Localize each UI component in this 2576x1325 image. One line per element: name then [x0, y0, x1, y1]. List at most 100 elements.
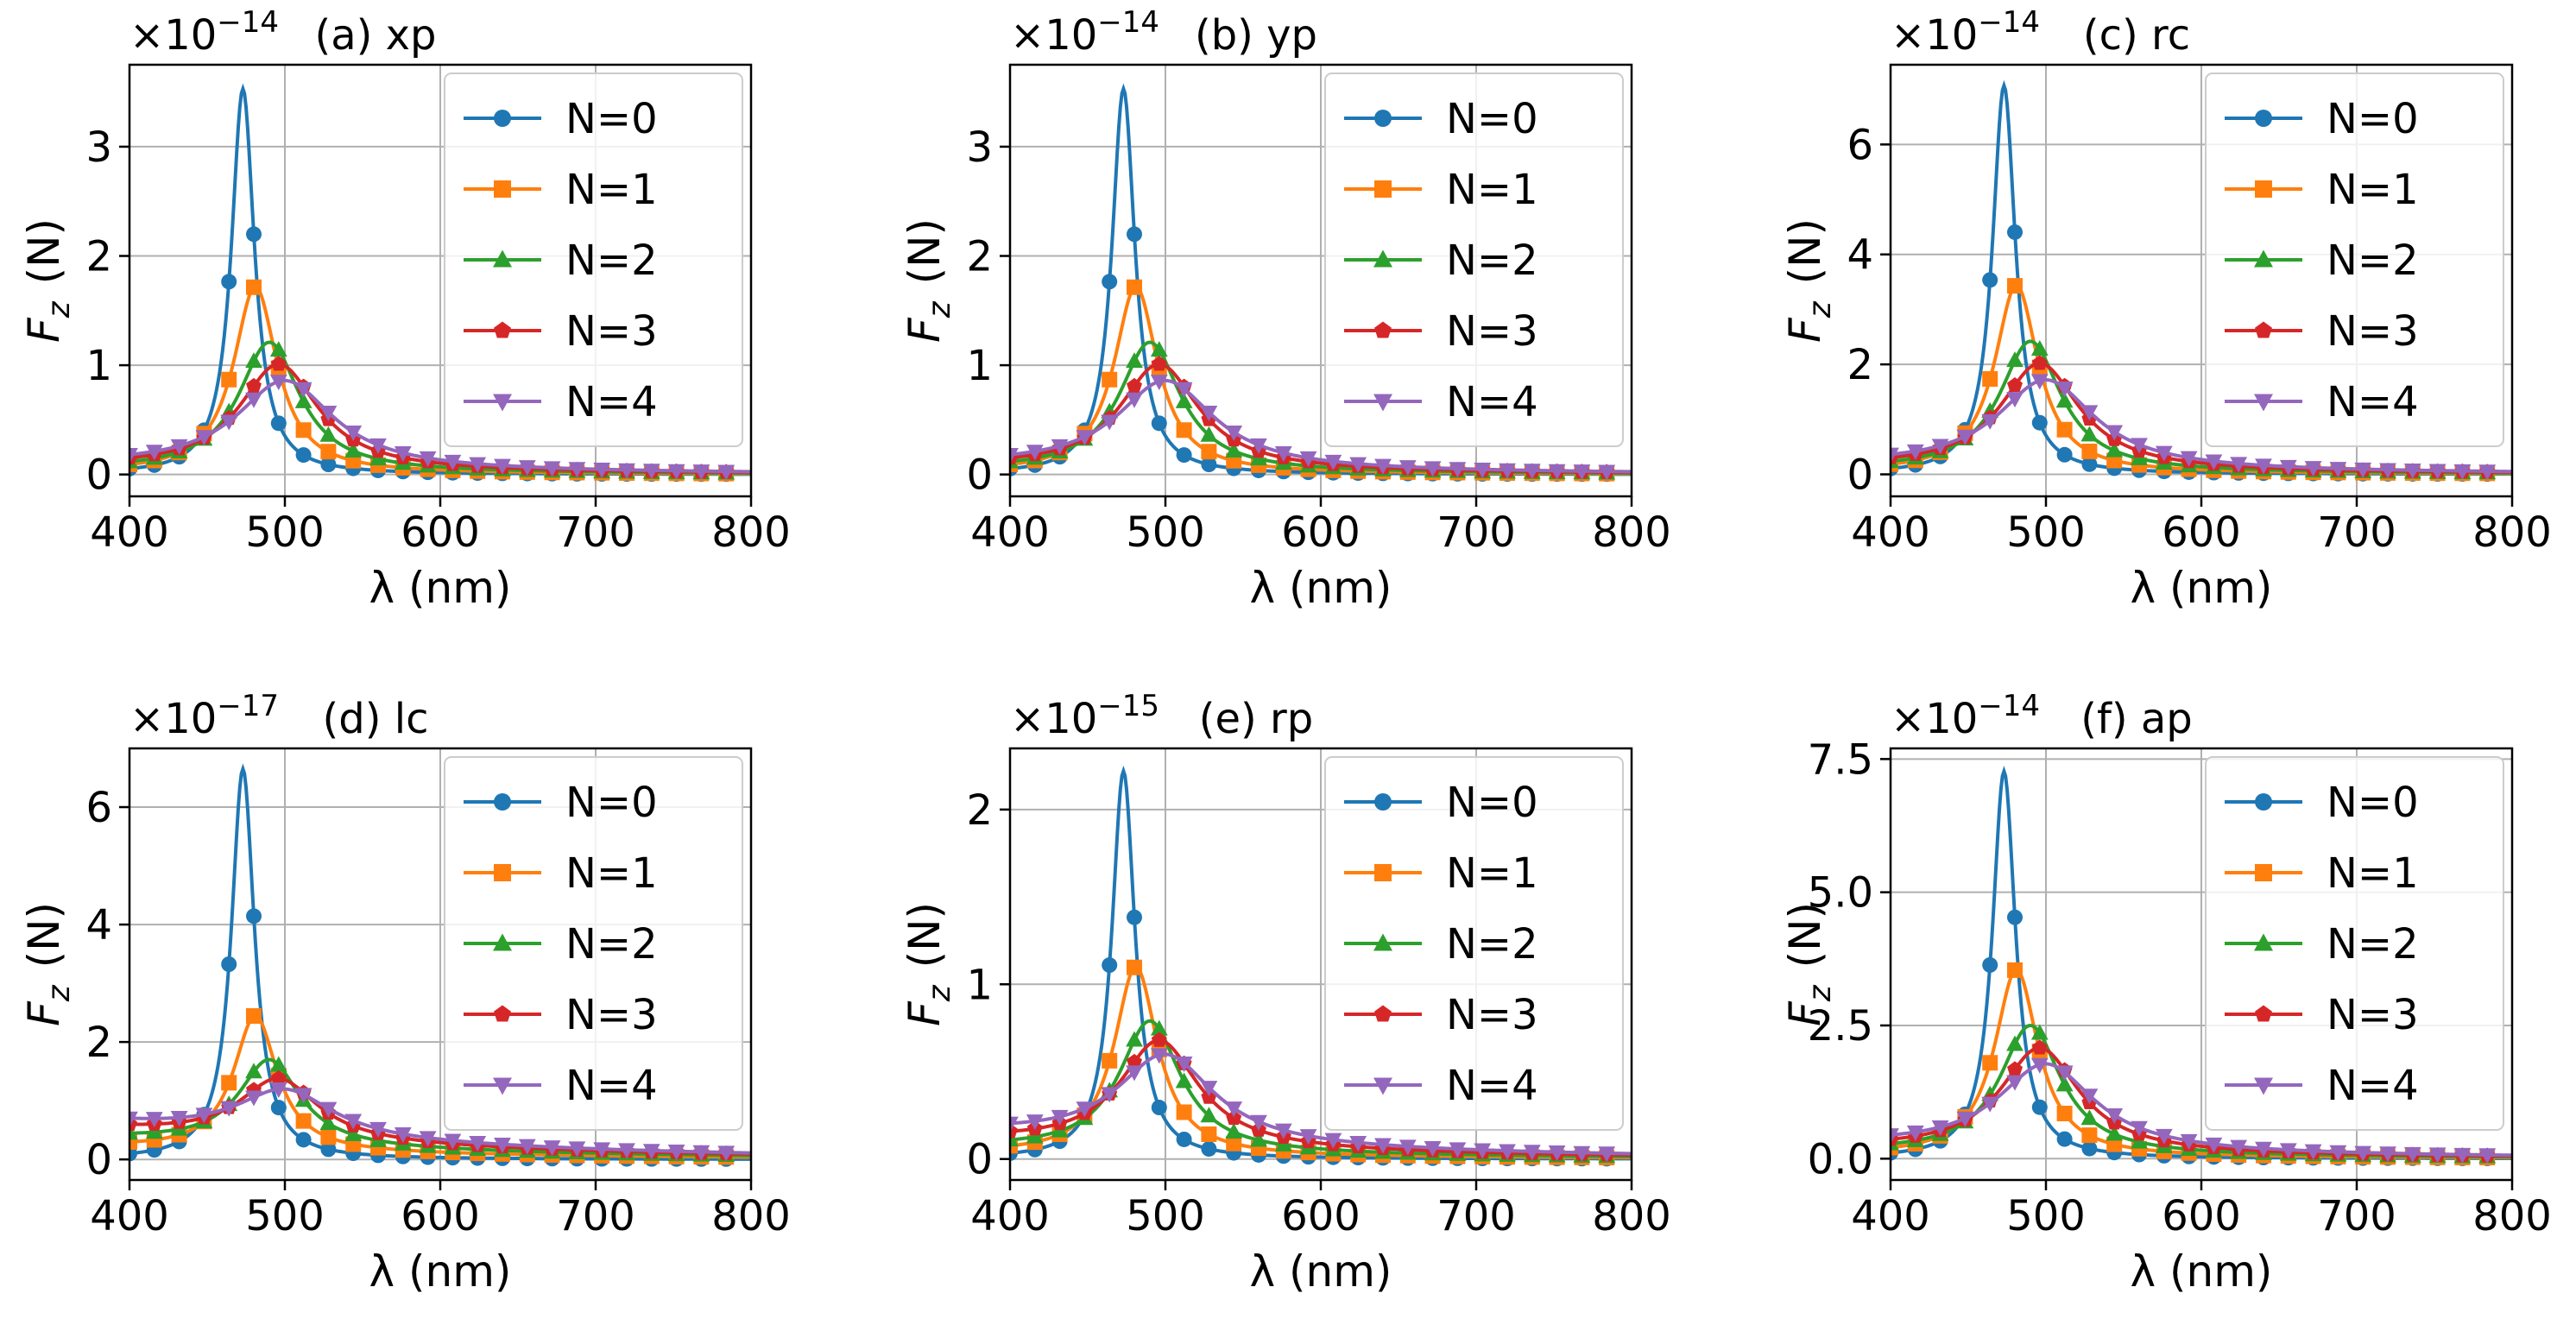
- y-axis-label: Fz(N): [1780, 218, 1838, 343]
- data-point-n4: [1200, 405, 1218, 421]
- legend-marker: [494, 110, 511, 127]
- data-point-n4: [593, 463, 611, 479]
- data-point-n1: [2007, 278, 2023, 294]
- data-point-n4: [2255, 1141, 2272, 1158]
- data-point-n4: [319, 405, 338, 421]
- data-point-n4: [269, 1082, 287, 1099]
- legend-marker: [1374, 180, 1392, 198]
- y-tick-label: 1: [85, 342, 112, 390]
- data-point-n4: [2379, 1146, 2396, 1163]
- data-point-n1: [221, 1075, 237, 1091]
- data-point-n2: [2080, 426, 2099, 442]
- data-point-n4: [1956, 429, 1974, 445]
- data-point-n4: [220, 414, 238, 431]
- data-point-n4: [2428, 464, 2447, 480]
- data-point-n1: [1176, 422, 1192, 439]
- data-point-n1: [2081, 1127, 2098, 1144]
- panel-title: (f) ap: [2080, 695, 2193, 743]
- data-point-n4: [1499, 463, 1516, 479]
- data-point-n4: [593, 1142, 611, 1158]
- scale-factor: ×10−17: [129, 689, 279, 743]
- data-point-n1: [246, 1008, 262, 1025]
- legend-label: N=4: [1446, 1062, 1538, 1110]
- data-point-n2: [1026, 1127, 1044, 1144]
- data-point-n0: [1151, 1100, 1167, 1116]
- legend-item: N=1: [2225, 849, 2419, 898]
- x-tick-label: 500: [2006, 1192, 2086, 1240]
- data-point-n2: [319, 1114, 338, 1131]
- legend-label: N=3: [565, 991, 658, 1039]
- data-point-n4: [543, 1140, 561, 1157]
- data-point-n1: [295, 1113, 312, 1129]
- data-point-n4: [1349, 1135, 1367, 1151]
- data-point-n4: [1523, 1145, 1541, 1161]
- legend-marker: [1373, 933, 1392, 951]
- data-point-n1: [295, 422, 312, 439]
- data-point-n4: [2453, 464, 2472, 480]
- data-point-n4: [543, 461, 561, 477]
- data-point-n4: [1324, 1133, 1342, 1149]
- data-point-n4: [2006, 1075, 2024, 1091]
- data-point-n2: [2006, 351, 2024, 368]
- legend: N=0 N=1 N=2 N=3 N=4: [1324, 73, 1624, 447]
- data-point-n0: [1201, 1140, 1217, 1157]
- legend-box: [1324, 73, 1624, 447]
- data-point-n4: [2080, 405, 2099, 421]
- legend-label: N=1: [2327, 849, 2419, 898]
- legend-item: N=4: [2225, 378, 2419, 426]
- panel-c: 400 500 600 700 800 0 2 4 6 λ (nm) Fz(N) ×10−14 (c) …: [1780, 5, 2552, 613]
- legend-box: [2205, 73, 2504, 447]
- data-point-n4: [419, 1131, 437, 1147]
- data-point-n2: [2106, 1125, 2124, 1141]
- data-point-n4: [1126, 1065, 1143, 1082]
- legend-label: N=0: [565, 95, 658, 143]
- panel-f: 400 500 600 700 800 0.0 2.5 5.0 7.5 λ (nm) Fz(N) ×1…: [1780, 689, 2552, 1297]
- legend-marker: [2254, 394, 2273, 412]
- data-point-n0: [295, 447, 312, 464]
- legend-marker: [493, 394, 512, 412]
- legend-marker: [1373, 249, 1392, 268]
- legend-label: N=1: [565, 166, 658, 214]
- data-point-n4: [2428, 1147, 2447, 1164]
- y-axis-label: Fz(N): [900, 218, 957, 343]
- x-tick-label: 500: [2006, 508, 2086, 557]
- data-point-n4: [1175, 1056, 1193, 1072]
- data-point-n2: [1891, 1134, 1899, 1151]
- data-point-n4: [195, 1107, 213, 1124]
- data-point-n4: [667, 464, 685, 480]
- data-point-n4: [2030, 1057, 2049, 1074]
- data-point-n0: [1127, 909, 1142, 925]
- data-point-n2: [1225, 441, 1243, 457]
- data-point-n4: [1250, 438, 1267, 454]
- legend-label: N=0: [2327, 779, 2419, 827]
- legend-label: N=4: [2327, 1062, 2419, 1110]
- data-point-n1: [1127, 279, 1142, 295]
- data-point-n0: [246, 908, 262, 924]
- data-point-n4: [568, 462, 586, 478]
- data-point-n0: [295, 1132, 312, 1148]
- x-tick-label: 800: [1592, 1192, 1671, 1240]
- legend-item: N=0: [1344, 95, 1538, 143]
- data-point-n1: [2056, 421, 2073, 438]
- data-point-n4: [1981, 413, 1999, 430]
- data-point-n1: [1201, 1126, 1217, 1143]
- data-point-n4: [419, 451, 437, 467]
- legend-marker: [2255, 793, 2272, 811]
- legend-marker: [1374, 321, 1392, 338]
- data-point-n0: [221, 956, 237, 972]
- data-point-n4: [1175, 382, 1193, 398]
- legend-item: N=4: [1344, 1062, 1538, 1110]
- legend-marker: [1374, 864, 1392, 881]
- data-point-n2: [2131, 1133, 2148, 1149]
- y-tick-label: 7.5: [1808, 735, 1873, 784]
- data-point-n4: [1449, 462, 1467, 478]
- data-point-n1: [221, 371, 237, 388]
- legend-marker: [494, 864, 511, 881]
- legend-marker: [2254, 933, 2273, 951]
- legend-label: N=1: [1446, 166, 1538, 214]
- x-tick-label: 700: [2317, 1192, 2396, 1240]
- legend-label: N=3: [1446, 991, 1538, 1039]
- data-point-n4: [1374, 458, 1392, 475]
- y-tick-label: 2: [966, 233, 993, 281]
- legend-item: N=2: [2225, 237, 2419, 285]
